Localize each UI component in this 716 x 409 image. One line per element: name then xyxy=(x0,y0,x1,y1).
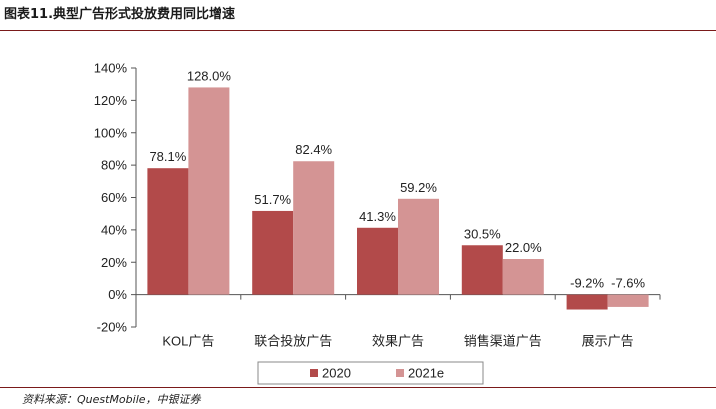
y-tick-label: 120% xyxy=(94,93,128,108)
bar-2021e xyxy=(502,259,544,295)
chart-container: -20% 0% 20% 40% 60% 80% 100% 120% 140% 78.1% 128.0… xyxy=(0,31,716,386)
bar-2020 xyxy=(252,210,294,295)
x-category-label: 销售渠道广告 xyxy=(464,334,542,349)
bar-chart: -20% 0% 20% 40% 60% 80% 100% 120% 140% 78.1% 128.0… xyxy=(94,61,661,385)
x-category-label: 展示广告 xyxy=(582,334,634,349)
data-label-2020: 51.7% xyxy=(254,192,291,207)
figure-title: 图表11.典型广告形式投放费用同比增速 xyxy=(4,7,236,22)
y-tick-label: 60% xyxy=(101,190,127,205)
y-tick-label: 40% xyxy=(101,222,127,237)
y-tick-label: 100% xyxy=(94,125,128,140)
title-divider xyxy=(0,30,716,31)
legend-label-2021e: 2021e xyxy=(408,366,444,381)
data-label-2021e: -7.6% xyxy=(611,276,645,291)
y-tick-label: -20% xyxy=(97,320,128,335)
data-label-2020: 78.1% xyxy=(149,149,186,164)
data-label-2020: 41.3% xyxy=(359,209,396,224)
bar-2021e xyxy=(398,198,439,295)
data-label-2020: -9.2% xyxy=(570,276,604,291)
bar-2020 xyxy=(357,227,398,295)
y-tick-label: 0% xyxy=(108,287,127,302)
bar-2021e xyxy=(607,294,649,307)
bar-2020 xyxy=(566,294,608,310)
x-category-label: 效果广告 xyxy=(372,334,424,349)
y-tick-label: 140% xyxy=(94,61,128,76)
data-label-2020: 30.5% xyxy=(464,226,501,241)
y-tick-label: 80% xyxy=(101,158,127,173)
x-category-label: 联合投放广告 xyxy=(254,334,332,349)
y-tick-label: 20% xyxy=(101,255,127,270)
x-category-label: KOL广告 xyxy=(162,334,214,349)
data-label-2021e: 22.0% xyxy=(505,240,542,255)
data-label-2021e: 82.4% xyxy=(295,142,332,157)
bar-2021e xyxy=(188,87,230,295)
legend-swatch-2021e xyxy=(396,369,404,377)
data-label-2021e: 59.2% xyxy=(400,180,437,195)
data-label-2021e: 128.0% xyxy=(187,68,232,83)
legend-box xyxy=(257,361,484,385)
source-divider xyxy=(0,387,716,388)
bar-2020 xyxy=(147,168,189,295)
legend-label-2020: 2020 xyxy=(322,366,351,381)
legend-swatch-2020 xyxy=(310,369,318,377)
bar-2020 xyxy=(461,245,503,295)
bar-2021e xyxy=(293,161,335,295)
source-note: 资料来源：QuestMobile，中银证券 xyxy=(22,393,201,406)
